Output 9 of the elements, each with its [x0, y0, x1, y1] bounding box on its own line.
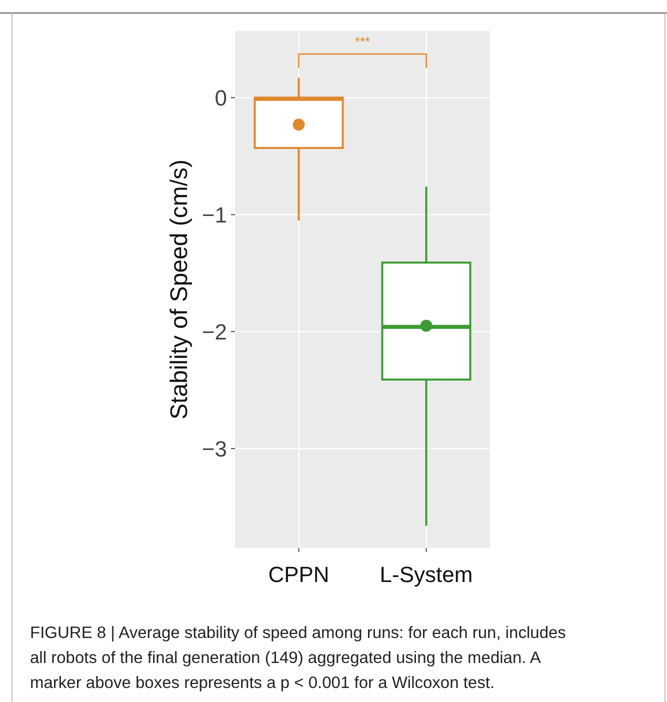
x-tick-label: CPPN: [268, 562, 330, 587]
y-tick-label: −3: [202, 436, 227, 462]
y-axis-title: Stability of Speed (cm/s): [166, 159, 193, 420]
y-tick-label: −2: [202, 319, 227, 344]
annotation: ***: [354, 34, 370, 49]
y-tick-label: −1: [202, 202, 227, 228]
y-tick-label: 0: [214, 85, 227, 110]
caption: FIGURE 8 | Average stability of speed among runs: for each run, includes all robots of the final generation (149) aggregated using the median. A marker above boxes represents a p < 0.001 for a Wilcoxon test.: [30, 624, 566, 692]
x-tick-label: L-System: [380, 562, 473, 587]
